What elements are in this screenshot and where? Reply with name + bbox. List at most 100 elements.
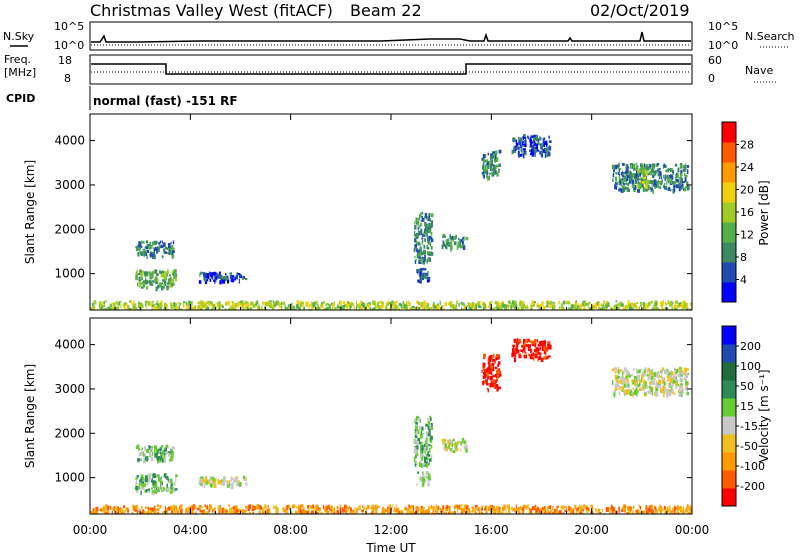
velocity-colorbar-label: Velocity [m s⁻¹] <box>757 369 771 462</box>
freq-frame <box>89 54 693 85</box>
echo-region-0 <box>135 240 175 260</box>
colorbar-swatch-5 <box>722 182 736 203</box>
date-label: 02/Oct/2019 <box>590 1 690 20</box>
colorbar-tick-label-0: -200 <box>740 480 765 493</box>
colorbar-swatch-7 <box>722 362 736 381</box>
velocity-xlabel: Time UT <box>365 541 416 554</box>
ytick-label-3000: 3000 <box>54 178 85 192</box>
power-frame <box>89 113 693 311</box>
colorbar-swatch-6 <box>722 380 736 399</box>
echo-region-2 <box>198 271 248 285</box>
xtick-label-0: 00:00 <box>73 523 108 537</box>
freq-tick-top: 18 <box>58 54 72 67</box>
echo-region-1 <box>135 269 178 292</box>
xtick-label-1: 04:00 <box>173 523 208 537</box>
colorbar-swatch-8 <box>722 122 736 143</box>
power-colorbar: 4 8 12 16 20 24 28 <box>721 121 754 303</box>
echo-region-7 <box>511 338 552 363</box>
colorbar-swatch-8 <box>722 344 736 363</box>
nsky-panel: N.Sky 10^5 10^0 10^5 10^0 N.Search <box>3 20 795 52</box>
echo-region-9 <box>90 504 692 514</box>
colorbar-tick-label-4: 20 <box>740 184 754 197</box>
echo-region-5 <box>441 437 468 453</box>
echo-region-3 <box>413 415 434 468</box>
cpid-panel: CPID normal (fast) -151 RF <box>6 86 238 110</box>
power-scatter <box>90 134 692 310</box>
xtick-label-5: 20:00 <box>574 523 609 537</box>
echo-region-6 <box>481 149 502 181</box>
colorbar-swatch-2 <box>722 452 736 471</box>
xtick-label-3: 12:00 <box>374 523 409 537</box>
colorbar-tick-label-1: 8 <box>740 251 747 264</box>
echo-region-5 <box>441 233 469 252</box>
colorbar-tick-label-5: 50 <box>740 380 754 393</box>
ytick-label-3000: 3000 <box>54 382 85 396</box>
echo-region-0 <box>135 444 175 464</box>
xtick-label-4: 16:00 <box>474 523 509 537</box>
colorbar-tick-label-2: 12 <box>740 229 754 242</box>
colorbar-swatch-4 <box>722 202 736 223</box>
nsky-trace <box>91 31 691 43</box>
velocity-x-axis: 00:00 04:00 08:00 12:00 16:00 20:00 00:00 <box>73 318 709 537</box>
colorbar-swatch-1 <box>722 470 736 489</box>
velocity-frame <box>89 317 693 515</box>
station-title: Christmas Valley West (fitACF) <box>90 1 333 20</box>
colorbar-swatch-3 <box>722 434 736 453</box>
colorbar-tick-label-7: 200 <box>740 340 761 353</box>
colorbar-swatch-7 <box>722 142 736 163</box>
cpid-text: normal (fast) -151 RF <box>93 94 238 108</box>
nsky-tick-bottom: 10^0 <box>54 39 84 52</box>
velocity-colorbar: -200 -100 -50 -15 15 50 100 200 <box>721 325 765 507</box>
colorbar-swatch-6 <box>722 162 736 183</box>
echo-region-4 <box>416 471 432 487</box>
echo-region-3 <box>413 211 434 265</box>
velocity-y-axis: 1000 2000 3000 4000 <box>54 338 692 485</box>
freq-panel: Freq. [MHz] 18 8 60 0 Nave <box>4 53 778 85</box>
nsearch-label: N.Search <box>745 30 795 43</box>
echo-region-2 <box>198 475 248 490</box>
freq-unit: [MHz] <box>4 66 36 79</box>
nave-label: Nave <box>745 64 773 77</box>
velocity-ylabel: Slant Range [km] <box>23 364 37 468</box>
ytick-label-2000: 2000 <box>54 426 85 440</box>
colorbar-tick-label-5: 24 <box>740 161 754 174</box>
colorbar-swatch-0 <box>722 488 736 507</box>
nave-tick-top: 60 <box>708 54 722 67</box>
nsearch-tick-top: 10^5 <box>708 20 738 33</box>
echo-region-9 <box>637 168 649 190</box>
colorbar-tick-label-2: -50 <box>740 440 758 453</box>
freq-tick-bottom: 8 <box>64 72 71 85</box>
freq-trace <box>91 63 691 75</box>
colorbar-tick-label-4: 15 <box>740 400 754 413</box>
echo-region-4 <box>416 267 431 284</box>
colorbar-swatch-5 <box>722 398 736 417</box>
nsearch-tick-bottom: 10^0 <box>708 39 738 52</box>
xtick-label-2: 08:00 <box>273 523 308 537</box>
echo-region-10 <box>90 300 692 310</box>
power-x-ticks <box>89 114 693 310</box>
ytick-label-4000: 4000 <box>54 338 85 352</box>
nsky-tick-top: 10^5 <box>54 20 84 33</box>
ytick-label-1000: 1000 <box>54 471 85 485</box>
ytick-label-2000: 2000 <box>54 222 85 236</box>
power-colorbar-label: Power [dB] <box>757 180 771 245</box>
echo-region-7 <box>511 134 552 159</box>
beam-label: Beam 22 <box>350 1 422 20</box>
echo-region-6 <box>481 353 502 393</box>
colorbar-tick-label-6: 100 <box>740 360 761 373</box>
colorbar-tick-label-6: 28 <box>740 139 754 152</box>
freq-label: Freq. <box>4 53 31 66</box>
colorbar-tick-label-0: 4 <box>740 274 747 287</box>
colorbar-swatch-9 <box>722 326 736 345</box>
power-ylabel: Slant Range [km] <box>23 160 37 264</box>
echo-region-1 <box>135 473 178 496</box>
velocity-panel: 1000 2000 3000 4000 00:00 04:00 08:00 12:00 16:… <box>23 317 771 554</box>
colorbar-swatch-4 <box>722 416 736 435</box>
echo-region-8 <box>612 162 690 194</box>
colorbar-tick-label-3: 16 <box>740 206 754 219</box>
colorbar-frame <box>721 325 737 507</box>
nsky-label: N.Sky <box>3 30 35 43</box>
colorbar-tick-label-3: -15 <box>740 420 758 433</box>
ytick-label-4000: 4000 <box>54 134 85 148</box>
